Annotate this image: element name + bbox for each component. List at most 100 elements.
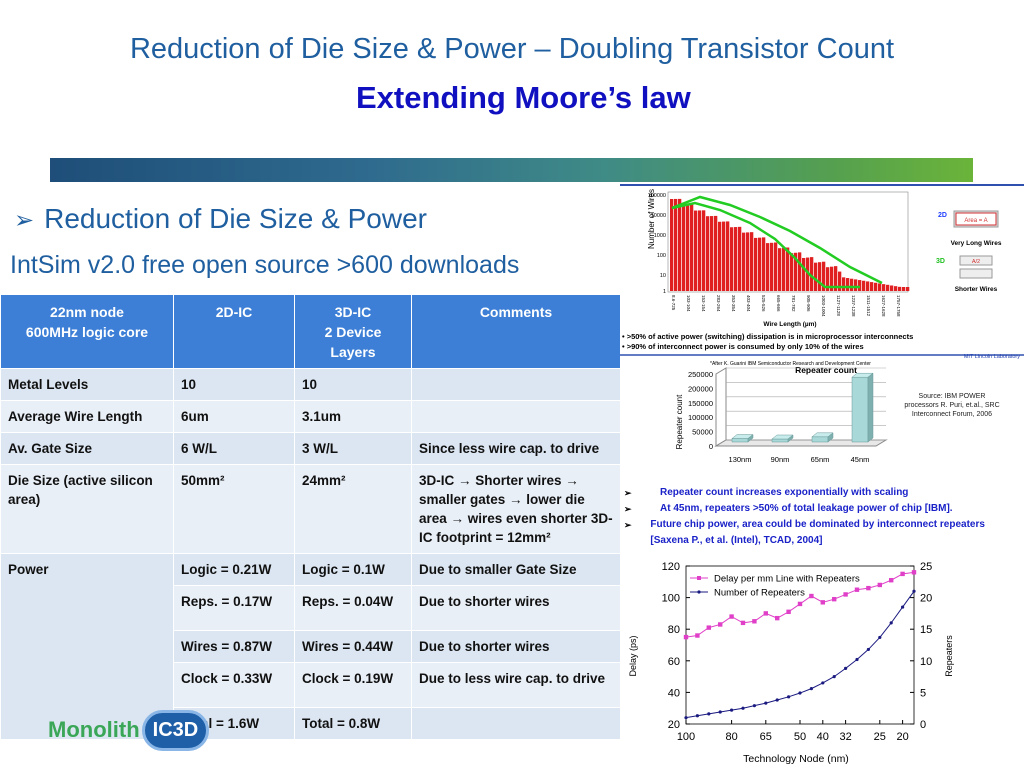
table-cell: Av. Gate Size — [0, 432, 174, 465]
wire-xtick: 403-404 — [746, 295, 751, 312]
wire-bar — [738, 226, 742, 291]
repeater-bar-title: Repeater count — [795, 365, 857, 375]
repeater-point — [764, 701, 768, 705]
delay-x-tick: 25 — [874, 731, 886, 743]
table-header-node: 22nm node 600MHz logic core — [0, 294, 174, 369]
wire-trend-line-3d — [671, 201, 860, 289]
wire-bar — [882, 284, 886, 291]
wire-bar — [906, 287, 910, 291]
delay-point — [820, 600, 825, 605]
note-text: Future chip power, area could be dominat… — [650, 519, 985, 546]
wire-bar — [758, 237, 762, 291]
delay-right-tick: 0 — [920, 719, 926, 731]
delay-left-tick: 100 — [662, 593, 680, 605]
wire-bar — [850, 278, 854, 291]
logo-text: Monolith — [48, 717, 140, 742]
delay-legend: Delay per mm Line with Repeaters Number o… — [690, 574, 860, 599]
delay-xlabel: Technology Node (nm) — [743, 753, 849, 765]
wire-xtick: 525-526 — [761, 295, 766, 312]
wire-bar — [670, 199, 674, 291]
delay-point — [832, 596, 837, 602]
repeater-bar-xticks: 130nm 90nm 65nm 45nm — [729, 455, 870, 464]
wire-bar — [746, 232, 750, 291]
table-cell: 3.1um — [294, 400, 412, 433]
repeater-bar — [811, 436, 829, 443]
table-header-2d: 2D-IC — [173, 294, 295, 369]
wire-bar — [822, 261, 826, 291]
wire-xtick: 1757-1758 — [896, 295, 901, 317]
table-cell: Total = 0.8W — [294, 707, 412, 740]
delay-x-tick: 65 — [760, 731, 772, 743]
table-row: Clock = 0.33W Clock = 0.19W Due to less … — [1, 662, 621, 708]
delay-point — [900, 571, 905, 577]
table-cell: 6 W/L — [173, 432, 295, 465]
repeater-bar-xtick: 90nm — [771, 455, 790, 464]
repeater-point — [878, 635, 882, 640]
wire-xtick: 103-104 — [686, 295, 691, 312]
note-text: At 45nm, repeaters >50% of total leakage… — [660, 503, 953, 514]
table-cell: 3 W/L — [294, 432, 412, 465]
wire-bar — [854, 279, 858, 291]
wire-xtick: 1127-1128 — [836, 295, 841, 316]
intsim-note: IntSim v2.0 free open source >600 downlo… — [10, 251, 520, 279]
legend-label: Number of Repeaters — [714, 588, 805, 599]
delay-ylabel: Delay (ps) — [628, 635, 638, 676]
table-cell: 50mm² — [173, 464, 295, 554]
wire-bar — [902, 287, 906, 291]
delay-x-tick: 80 — [725, 731, 737, 743]
wire-xtick: 665-666 — [776, 295, 781, 312]
table-header-comments: Comments — [411, 294, 621, 369]
repeater-bar-ytick: 100000 — [688, 413, 713, 422]
delay-left-ticks: 20 40 60 80 100 120 — [662, 561, 680, 731]
repeater-point — [741, 706, 745, 710]
legend-3d-chip-bottom — [959, 268, 993, 279]
wire-bar — [754, 237, 758, 291]
repeater-point — [695, 714, 699, 718]
table-row: Reps. = 0.17W Reps. = 0.04W Due to short… — [1, 585, 621, 631]
wire-credit: MIT Lincoln Laboratory — [964, 354, 1020, 360]
table-cell: Power — [0, 553, 174, 740]
legend-marker — [697, 576, 701, 580]
wire-bar — [682, 204, 686, 291]
wire-bar — [830, 266, 834, 291]
table-row: Wires = 0.87W Wires = 0.44W Due to short… — [1, 630, 621, 663]
wire-bars — [670, 198, 910, 291]
table-cell: Due to less wire cap. to drive — [411, 662, 621, 708]
repeater-bar-side — [787, 434, 794, 443]
wire-xtick: 905-906 — [806, 295, 811, 312]
wire-bar — [734, 227, 738, 291]
repeater-bar — [771, 438, 789, 443]
table-cell: Reps. = 0.04W — [294, 585, 412, 631]
table-row: Die Size (active silicon area) 50mm² 24m… — [0, 464, 621, 554]
wire-bar — [838, 271, 842, 291]
repeater-bar-ylabel: Repeater count — [675, 394, 684, 449]
delay-point — [889, 578, 894, 583]
delay-left-tick: 40 — [668, 687, 680, 699]
note-text: Repeater count increases exponentially w… — [660, 487, 909, 498]
delay-y2label: Repeaters — [944, 635, 954, 677]
delay-x-tick: 50 — [794, 731, 806, 743]
table-cell — [411, 707, 621, 740]
wire-xlabel: Wire Length (µm) — [763, 321, 816, 328]
table-cell: 24mm² — [294, 464, 412, 554]
repeater-point — [912, 589, 916, 593]
wire-bar — [886, 284, 890, 291]
delay-point — [797, 601, 803, 607]
delay-x-tick: 100 — [677, 731, 695, 743]
wire-bar — [686, 204, 690, 291]
delay-line-chart: 20 40 60 80 100 120 0 5 10 15 20 25 100 80 65 50 40 32 2… — [628, 561, 954, 765]
wire-xtick: 1511-1512 — [866, 295, 871, 317]
delay-point — [695, 633, 700, 638]
bullet-heading: ➢ Reduction of Die Size & Power — [14, 203, 427, 235]
wire-bar — [678, 198, 682, 291]
delay-series — [683, 570, 917, 720]
delay-right-ticks: 0 5 10 15 20 25 — [920, 561, 932, 731]
repeater-bars — [731, 372, 874, 443]
table-cell: Due to shorter wires — [411, 585, 621, 631]
arrow-bullet-icon: ➢ — [624, 488, 632, 498]
wire-bar — [778, 248, 782, 291]
delay-x-ticks: 100 80 65 50 40 32 25 20 — [677, 731, 909, 743]
wire-bar — [814, 262, 818, 291]
delay-x-tick: 20 — [896, 731, 908, 743]
wire-bar — [782, 247, 786, 291]
